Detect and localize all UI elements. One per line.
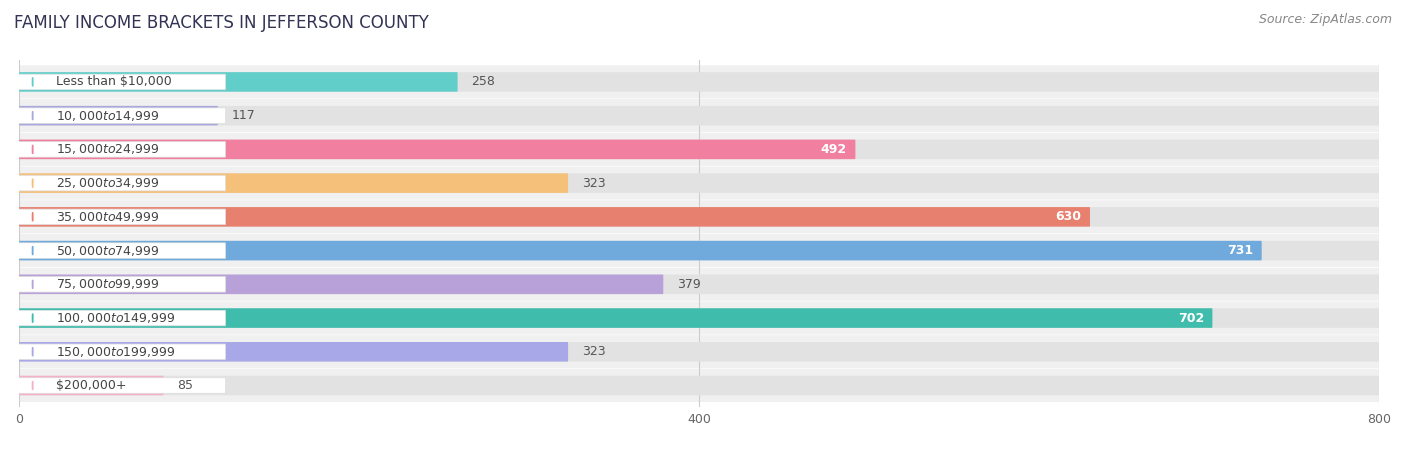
FancyBboxPatch shape (15, 243, 225, 258)
FancyBboxPatch shape (20, 274, 1379, 294)
FancyBboxPatch shape (20, 72, 457, 92)
FancyBboxPatch shape (15, 176, 225, 191)
Text: 731: 731 (1227, 244, 1253, 257)
Text: $10,000 to $14,999: $10,000 to $14,999 (56, 108, 160, 123)
FancyBboxPatch shape (15, 344, 225, 360)
FancyBboxPatch shape (20, 308, 1379, 328)
FancyBboxPatch shape (20, 200, 1379, 234)
Text: $35,000 to $49,999: $35,000 to $49,999 (56, 210, 160, 224)
Text: FAMILY INCOME BRACKETS IN JEFFERSON COUNTY: FAMILY INCOME BRACKETS IN JEFFERSON COUN… (14, 14, 429, 32)
FancyBboxPatch shape (15, 378, 225, 393)
FancyBboxPatch shape (20, 376, 1379, 395)
FancyBboxPatch shape (20, 207, 1379, 227)
Text: $15,000 to $24,999: $15,000 to $24,999 (56, 142, 160, 157)
FancyBboxPatch shape (20, 274, 664, 294)
Text: Less than $10,000: Less than $10,000 (56, 76, 172, 89)
FancyBboxPatch shape (20, 166, 1379, 200)
FancyBboxPatch shape (15, 142, 225, 157)
Text: $25,000 to $34,999: $25,000 to $34,999 (56, 176, 160, 190)
FancyBboxPatch shape (20, 140, 1379, 159)
FancyBboxPatch shape (20, 65, 1379, 99)
FancyBboxPatch shape (20, 342, 568, 361)
FancyBboxPatch shape (20, 376, 163, 395)
Text: 85: 85 (177, 379, 193, 392)
Text: Source: ZipAtlas.com: Source: ZipAtlas.com (1258, 14, 1392, 27)
Text: 702: 702 (1178, 311, 1204, 324)
FancyBboxPatch shape (20, 342, 1379, 361)
FancyBboxPatch shape (20, 106, 218, 126)
FancyBboxPatch shape (20, 234, 1379, 267)
FancyBboxPatch shape (20, 369, 1379, 402)
Text: $200,000+: $200,000+ (56, 379, 127, 392)
FancyBboxPatch shape (20, 173, 568, 193)
FancyBboxPatch shape (15, 277, 225, 292)
Text: 323: 323 (582, 345, 606, 358)
FancyBboxPatch shape (15, 209, 225, 225)
Text: 379: 379 (676, 278, 700, 291)
Text: $75,000 to $99,999: $75,000 to $99,999 (56, 277, 160, 291)
FancyBboxPatch shape (20, 72, 1379, 92)
FancyBboxPatch shape (20, 241, 1261, 261)
FancyBboxPatch shape (15, 310, 225, 326)
Text: $100,000 to $149,999: $100,000 to $149,999 (56, 311, 176, 325)
Text: 492: 492 (821, 143, 846, 156)
FancyBboxPatch shape (15, 74, 225, 90)
FancyBboxPatch shape (20, 302, 1379, 335)
FancyBboxPatch shape (15, 108, 225, 123)
FancyBboxPatch shape (20, 133, 1379, 166)
FancyBboxPatch shape (20, 335, 1379, 368)
Text: $150,000 to $199,999: $150,000 to $199,999 (56, 345, 176, 359)
FancyBboxPatch shape (20, 140, 855, 159)
FancyBboxPatch shape (20, 207, 1090, 227)
Text: 630: 630 (1056, 210, 1081, 223)
Text: $50,000 to $74,999: $50,000 to $74,999 (56, 243, 160, 257)
Text: 323: 323 (582, 176, 606, 189)
FancyBboxPatch shape (20, 268, 1379, 301)
FancyBboxPatch shape (20, 106, 1379, 126)
FancyBboxPatch shape (20, 99, 1379, 132)
FancyBboxPatch shape (20, 173, 1379, 193)
Text: 117: 117 (232, 109, 256, 122)
FancyBboxPatch shape (20, 241, 1379, 261)
FancyBboxPatch shape (20, 308, 1212, 328)
Text: 258: 258 (471, 76, 495, 89)
